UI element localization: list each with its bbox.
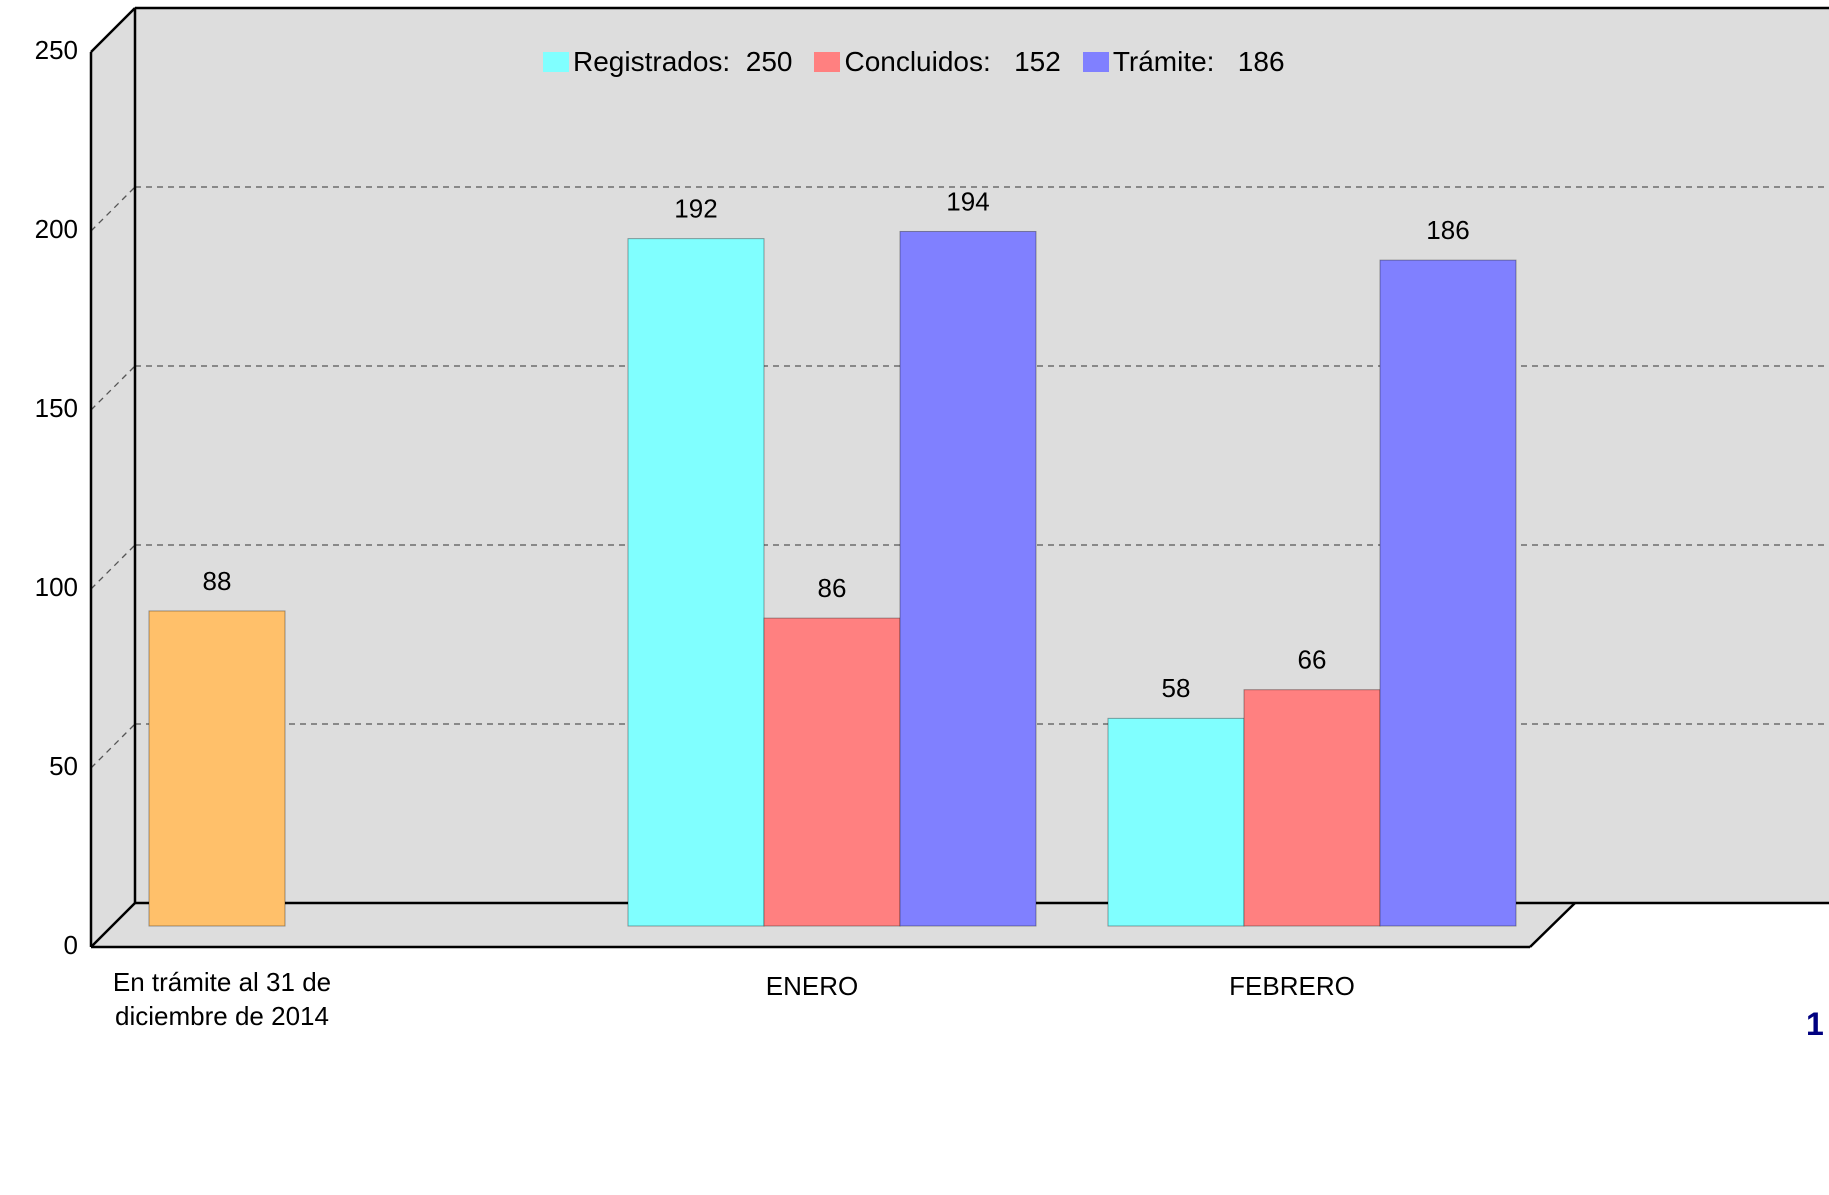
bar <box>763 617 901 927</box>
legend-item: Concluidos: 152 <box>814 46 1061 78</box>
value-label: 86 <box>818 573 847 603</box>
side-wall <box>91 8 135 947</box>
value-label: 66 <box>1298 645 1327 675</box>
legend-label: Concluidos: 152 <box>844 46 1061 77</box>
x-tick-label: FEBRERO <box>1229 971 1355 1001</box>
value-label: 194 <box>946 186 989 216</box>
legend-item: Registrados: 250 <box>543 46 792 78</box>
y-tick-label: 150 <box>35 393 78 423</box>
legend: Registrados: 250 Concluidos: 152 Trámite: … <box>543 46 1307 78</box>
legend-label: Registrados: 250 <box>573 46 793 77</box>
legend-swatch <box>814 52 841 72</box>
legend-swatch <box>1082 52 1109 72</box>
value-label: 186 <box>1426 215 1469 245</box>
bar <box>1243 689 1381 927</box>
legend-item: Trámite: 186 <box>1082 46 1285 78</box>
bar <box>1379 259 1517 927</box>
value-label: 192 <box>674 194 717 224</box>
x-tick-label: En trámite al 31 de diciembre de 2014 <box>112 967 332 1031</box>
y-tick-label: 50 <box>49 751 78 781</box>
bars: 88 192 86 194 58 66 186 <box>148 186 1517 927</box>
bar <box>1107 717 1245 927</box>
value-label: 88 <box>203 566 232 596</box>
bar <box>627 238 765 927</box>
bar <box>899 230 1037 927</box>
bar <box>148 610 286 927</box>
page-number: 1 <box>1806 1006 1824 1042</box>
x-tick-label: ENERO <box>765 971 859 1001</box>
y-tick-label: 0 <box>64 930 78 960</box>
value-label: 58 <box>1162 673 1191 703</box>
legend-swatch <box>543 52 569 72</box>
y-tick-label: 200 <box>35 214 78 244</box>
y-tick-label: 100 <box>35 572 78 602</box>
legend-label: Trámite: 186 <box>1112 46 1285 77</box>
y-tick-label: 250 <box>35 35 78 65</box>
